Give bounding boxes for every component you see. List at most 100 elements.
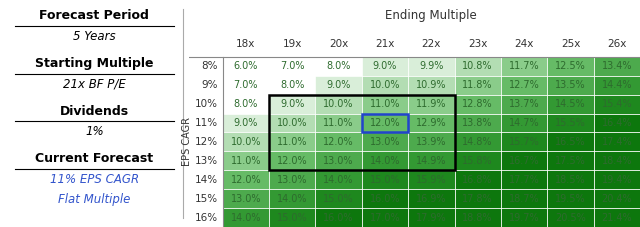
- Text: 20x: 20x: [329, 39, 348, 49]
- Text: 11%: 11%: [195, 118, 218, 128]
- Text: 18x: 18x: [236, 39, 255, 49]
- Text: 20.5%: 20.5%: [555, 212, 586, 222]
- Text: 17.4%: 17.4%: [602, 137, 632, 147]
- Text: 8.0%: 8.0%: [326, 61, 351, 71]
- Text: 16.8%: 16.8%: [463, 175, 493, 185]
- Bar: [454, 189, 501, 208]
- Text: 21x BF P/E: 21x BF P/E: [63, 77, 126, 91]
- Bar: [316, 76, 362, 95]
- Text: 1%: 1%: [85, 125, 104, 138]
- Text: 12%: 12%: [195, 137, 218, 147]
- Bar: [362, 132, 408, 151]
- Bar: [408, 170, 454, 189]
- Text: 13.9%: 13.9%: [416, 137, 447, 147]
- Bar: [501, 57, 547, 76]
- Bar: [454, 76, 501, 95]
- Text: 12.8%: 12.8%: [462, 99, 493, 109]
- Bar: [269, 151, 316, 170]
- Text: 17.0%: 17.0%: [370, 212, 400, 222]
- Text: 12.0%: 12.0%: [277, 156, 307, 166]
- Bar: [223, 170, 269, 189]
- Text: 9.9%: 9.9%: [419, 61, 444, 71]
- Bar: [269, 95, 454, 170]
- Bar: [316, 189, 362, 208]
- Bar: [594, 132, 640, 151]
- Text: Dividends: Dividends: [60, 105, 129, 118]
- Text: 14.0%: 14.0%: [370, 156, 400, 166]
- Bar: [501, 170, 547, 189]
- Bar: [501, 132, 547, 151]
- Bar: [501, 95, 547, 114]
- Bar: [501, 151, 547, 170]
- Text: 18.4%: 18.4%: [602, 156, 632, 166]
- Bar: [316, 208, 362, 227]
- Bar: [223, 132, 269, 151]
- Bar: [223, 208, 269, 227]
- Bar: [547, 170, 594, 189]
- Bar: [269, 95, 316, 114]
- Text: 10.8%: 10.8%: [463, 61, 493, 71]
- Text: 14.5%: 14.5%: [555, 99, 586, 109]
- Text: 9.0%: 9.0%: [280, 99, 305, 109]
- Bar: [362, 114, 408, 132]
- Bar: [594, 57, 640, 76]
- Bar: [594, 208, 640, 227]
- Bar: [594, 189, 640, 208]
- Bar: [408, 76, 454, 95]
- Text: 16.0%: 16.0%: [323, 212, 354, 222]
- Text: 11.9%: 11.9%: [416, 99, 447, 109]
- Text: 9.0%: 9.0%: [326, 80, 351, 90]
- Text: 15.5%: 15.5%: [555, 118, 586, 128]
- Text: 11.7%: 11.7%: [509, 61, 540, 71]
- Text: 20.4%: 20.4%: [602, 194, 632, 204]
- Bar: [362, 76, 408, 95]
- Bar: [362, 57, 408, 76]
- Text: 7.0%: 7.0%: [280, 61, 305, 71]
- Text: 15%: 15%: [195, 194, 218, 204]
- Bar: [454, 132, 501, 151]
- Text: 10%: 10%: [195, 99, 218, 109]
- Text: 18.7%: 18.7%: [509, 194, 540, 204]
- Text: 15.0%: 15.0%: [323, 194, 354, 204]
- Text: 17.8%: 17.8%: [462, 194, 493, 204]
- Bar: [269, 76, 316, 95]
- Text: 13.5%: 13.5%: [555, 80, 586, 90]
- Text: 13%: 13%: [195, 156, 218, 166]
- Text: 14.0%: 14.0%: [323, 175, 354, 185]
- Bar: [454, 170, 501, 189]
- Bar: [223, 189, 269, 208]
- Text: 12.0%: 12.0%: [230, 175, 261, 185]
- Text: 9.0%: 9.0%: [234, 118, 258, 128]
- Text: 12.7%: 12.7%: [509, 80, 540, 90]
- Text: 10.0%: 10.0%: [323, 99, 354, 109]
- Bar: [547, 208, 594, 227]
- Text: 11.0%: 11.0%: [323, 118, 354, 128]
- Text: EPS CAGR: EPS CAGR: [182, 117, 191, 166]
- Text: 24x: 24x: [515, 39, 534, 49]
- Text: 15.8%: 15.8%: [462, 156, 493, 166]
- Bar: [223, 76, 269, 95]
- Text: Flat Multiple: Flat Multiple: [58, 193, 131, 206]
- Bar: [316, 170, 362, 189]
- Text: 9%: 9%: [202, 80, 218, 90]
- Text: 15.7%: 15.7%: [509, 137, 540, 147]
- Text: 13.0%: 13.0%: [230, 194, 261, 204]
- Text: 23x: 23x: [468, 39, 488, 49]
- Bar: [408, 132, 454, 151]
- Text: 11.0%: 11.0%: [277, 137, 307, 147]
- Bar: [316, 95, 362, 114]
- Bar: [547, 76, 594, 95]
- Text: 14.4%: 14.4%: [602, 80, 632, 90]
- Bar: [269, 132, 316, 151]
- Bar: [454, 95, 501, 114]
- Text: 17.5%: 17.5%: [555, 156, 586, 166]
- Text: 19.5%: 19.5%: [555, 194, 586, 204]
- Text: 16.0%: 16.0%: [370, 194, 400, 204]
- Bar: [547, 57, 594, 76]
- Text: 13.4%: 13.4%: [602, 61, 632, 71]
- Bar: [269, 208, 316, 227]
- Text: Ending Multiple: Ending Multiple: [385, 9, 477, 22]
- Text: 8.0%: 8.0%: [234, 99, 258, 109]
- Bar: [501, 76, 547, 95]
- Text: 16.4%: 16.4%: [602, 118, 632, 128]
